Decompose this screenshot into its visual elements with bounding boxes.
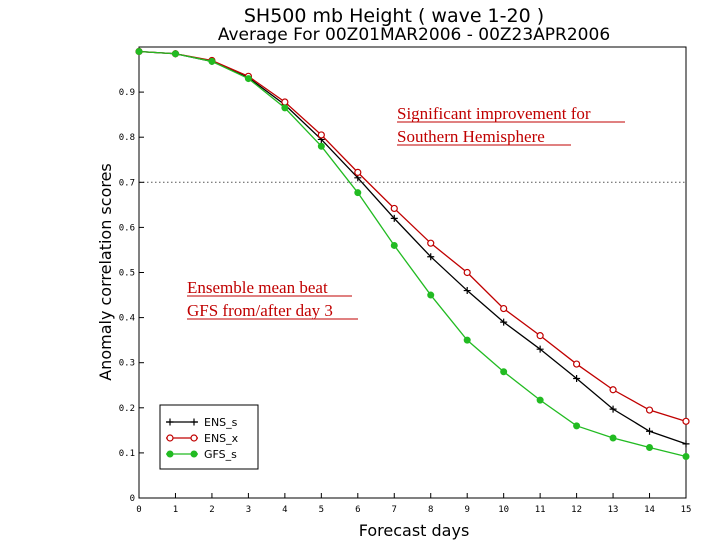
data-point-ens-s	[609, 405, 617, 413]
data-point-gfs-s	[536, 396, 544, 404]
annotation-line: Southern Hemisphere	[397, 127, 545, 146]
x-tick-label: 9	[464, 505, 469, 515]
series-line-ens-x	[138, 50, 687, 422]
annotation-ensemble-mean: Ensemble mean beat GFS from/after day 3	[184, 276, 360, 322]
legend-marker-ens-s	[190, 418, 198, 426]
legend-entry-ens-s: ENS_s	[166, 416, 238, 429]
data-point-gfs-s	[281, 104, 289, 112]
x-tick-label: 8	[428, 505, 433, 515]
legend: ENS_s ENS_x GFS_s	[159, 404, 259, 470]
data-point-gfs-s	[500, 368, 508, 376]
data-point-gfs-s	[573, 422, 581, 430]
data-point-ens-x	[463, 268, 471, 277]
legend-marker-gfs-s	[190, 450, 198, 458]
y-tick-label: 0.9	[119, 88, 135, 98]
legend-marker-ens-x	[166, 434, 174, 442]
data-point-ens-s	[682, 440, 690, 448]
annotation-line: Significant improvement for	[397, 104, 591, 123]
data-point-gfs-s	[682, 453, 690, 461]
data-point-ens-s	[646, 427, 654, 435]
x-tick-label: 4	[282, 505, 287, 515]
data-point-ens-x	[500, 304, 508, 313]
data-point-ens-s	[500, 318, 508, 326]
data-point-ens-x	[572, 360, 581, 368]
y-tick-label: 0	[130, 494, 135, 504]
data-point-gfs-s	[171, 50, 179, 58]
data-point-ens-x	[354, 168, 362, 176]
data-point-ens-s	[536, 345, 544, 353]
annotation-line: Ensemble mean beat	[187, 278, 328, 297]
data-point-ens-x	[390, 204, 398, 213]
data-point-gfs-s	[463, 336, 471, 344]
chart-subtitle: Average For 00Z01MAR2006 - 00Z23APR2006	[218, 25, 610, 45]
x-tick-label: 1	[173, 505, 178, 515]
x-tick-label: 11	[535, 505, 546, 515]
y-tick-label: 0.5	[119, 269, 135, 279]
annotation-line: GFS from/after day 3	[187, 301, 333, 320]
x-tick-label: 12	[571, 505, 582, 515]
x-tick-label: 13	[608, 505, 619, 515]
x-tick-label: 7	[392, 505, 397, 515]
y-axis: 0 0.1 0.2 0.3 0.4 0.5 0.6 0.7 0.8 0.9	[119, 88, 144, 504]
data-point-gfs-s	[208, 57, 216, 65]
data-point-ens-x	[536, 332, 544, 340]
x-tick-label: 0	[136, 505, 141, 515]
data-point-gfs-s	[390, 241, 398, 249]
data-point-gfs-s	[609, 434, 617, 442]
y-tick-label: 0.7	[119, 178, 135, 188]
x-tick-label: 10	[498, 505, 509, 515]
series-layer	[135, 47, 690, 461]
x-tick-label: 14	[644, 505, 655, 515]
x-tick-label: 3	[246, 505, 251, 515]
series-line-gfs-s	[138, 50, 687, 458]
legend-label-gfs-s: GFS_s	[204, 448, 237, 461]
data-point-gfs-s	[646, 443, 654, 451]
series-ens-x	[135, 47, 690, 425]
x-tick-label: 2	[209, 505, 214, 515]
data-point-gfs-s	[135, 48, 143, 56]
annotation-background	[184, 276, 360, 322]
x-axis-label: Forecast days	[359, 521, 470, 540]
legend-label-ens-s: ENS_s	[204, 416, 238, 429]
y-tick-label: 0.6	[119, 223, 135, 233]
data-point-gfs-s	[317, 142, 325, 150]
legend-box	[159, 404, 259, 470]
y-tick-label: 0.2	[119, 404, 135, 414]
x-tick-label: 6	[355, 505, 360, 515]
data-point-gfs-s	[354, 189, 362, 197]
legend-marker-ens-x	[190, 434, 198, 442]
y-tick-label: 0.4	[119, 314, 135, 324]
data-point-ens-x	[682, 417, 690, 425]
data-point-ens-s	[390, 214, 398, 222]
data-point-ens-s	[463, 287, 471, 295]
data-point-ens-x	[609, 386, 617, 394]
data-point-ens-x	[427, 239, 435, 247]
legend-label-ens-x: ENS_x	[204, 432, 239, 445]
annotation-significant-improvement: Significant improvement for Southern Hem…	[397, 104, 625, 146]
data-point-ens-x	[645, 406, 654, 414]
data-point-gfs-s	[244, 75, 252, 83]
legend-entry-gfs-s: GFS_s	[166, 448, 237, 461]
series-gfs-s	[135, 48, 690, 461]
legend-entry-ens-x: ENS_x	[166, 432, 239, 445]
data-point-ens-x	[281, 98, 289, 106]
y-tick-label: 0.1	[119, 449, 135, 459]
chart-title: SH500 mb Height ( wave 1-20 )	[244, 5, 544, 27]
legend-marker-ens-s	[166, 418, 174, 426]
data-point-ens-s	[573, 374, 581, 382]
y-tick-label: 0.8	[119, 133, 135, 143]
data-point-ens-x	[317, 131, 325, 139]
legend-marker-gfs-s	[166, 450, 174, 458]
data-point-ens-s	[427, 253, 435, 261]
y-axis-label: Anomaly correlation scores	[96, 163, 115, 381]
data-point-gfs-s	[427, 291, 435, 299]
x-tick-label: 5	[319, 505, 324, 515]
x-tick-label: 15	[681, 505, 692, 515]
y-tick-label: 0.3	[119, 359, 135, 369]
x-axis: 0 1 2 3 4 5 6 7 8 9 10 11 12 13 14 15	[136, 493, 691, 515]
